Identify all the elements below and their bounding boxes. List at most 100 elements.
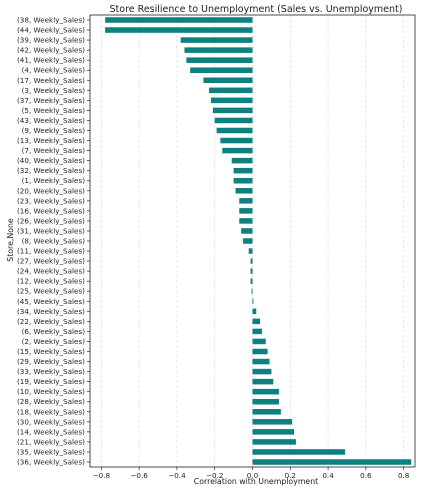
bar	[243, 238, 253, 244]
y-tick-label: (6, Weekly_Sales)	[22, 327, 86, 336]
y-tick-label: (41, Weekly_Sales)	[17, 56, 85, 65]
bar	[252, 358, 270, 365]
y-tick-label: (23, Weekly_Sales)	[17, 196, 85, 205]
bar	[252, 388, 279, 395]
bar	[180, 37, 253, 43]
y-tick-label: (7, Weekly_Sales)	[22, 146, 86, 155]
bar-series	[105, 17, 412, 465]
bar	[239, 208, 253, 214]
y-tick-label: (43, Weekly_Sales)	[17, 116, 85, 125]
y-tick-label: (37, Weekly_Sales)	[17, 96, 85, 105]
y-tick-label: (44, Weekly_Sales)	[17, 26, 85, 35]
x-tick-label: 0.6	[360, 471, 372, 480]
y-tick-label: (1, Weekly_Sales)	[22, 176, 86, 185]
x-axis-label: Correlation with Unemployment	[194, 477, 318, 486]
y-tick-label: (22, Weekly_Sales)	[17, 317, 85, 326]
y-tick-label: (42, Weekly_Sales)	[17, 46, 85, 55]
x-tick-labels: −0.8 −0.6 −0.4 −0.2 0.0 0.2 0.4 0.6 0.8	[93, 467, 410, 480]
y-tick-label: (15, Weekly_Sales)	[17, 347, 85, 356]
bar	[241, 228, 253, 234]
bar	[252, 348, 268, 355]
y-tick-label: (18, Weekly_Sales)	[17, 407, 85, 416]
bar	[210, 97, 253, 104]
bar	[252, 378, 274, 385]
y-tick-label: (36, Weekly_Sales)	[17, 458, 85, 467]
y-tick-label: (3, Weekly_Sales)	[22, 86, 86, 95]
bar	[216, 127, 253, 134]
x-tick-label: −0.4	[168, 471, 186, 480]
bar	[233, 167, 253, 174]
bar	[252, 308, 257, 315]
bar	[105, 27, 253, 33]
y-tick-label: (21, Weekly_Sales)	[17, 437, 85, 446]
bar	[184, 47, 253, 53]
y-tick-label: (32, Weekly_Sales)	[17, 166, 85, 175]
y-tick-label: (27, Weekly_Sales)	[17, 257, 85, 266]
bar	[250, 258, 253, 264]
bar	[214, 117, 253, 124]
x-tick-label: −0.2	[206, 471, 223, 480]
y-tick-labels: (38, Weekly_Sales)(44, Weekly_Sales)(39,…	[17, 16, 90, 467]
bar	[252, 398, 279, 405]
bar	[252, 298, 254, 305]
y-tick-label: (10, Weekly_Sales)	[17, 387, 85, 396]
bar	[252, 318, 261, 325]
y-tick-label: (29, Weekly_Sales)	[17, 357, 85, 366]
y-tick-label: (39, Weekly_Sales)	[17, 36, 85, 45]
y-tick-label: (35, Weekly_Sales)	[17, 447, 85, 456]
bar	[248, 248, 253, 254]
y-tick-label: (28, Weekly_Sales)	[17, 397, 85, 406]
y-tick-label: (31, Weekly_Sales)	[17, 226, 85, 235]
x-tick-label: −0.8	[93, 471, 111, 480]
x-tick-label: 0.8	[398, 471, 410, 480]
x-tick-label: 0.2	[285, 471, 296, 480]
y-tick-label: (16, Weekly_Sales)	[17, 206, 85, 215]
y-tick-label: (26, Weekly_Sales)	[17, 216, 85, 225]
x-tick-label: 0.0	[247, 471, 259, 480]
bar	[250, 268, 253, 274]
bar	[212, 107, 253, 114]
y-tick-label: (9, Weekly_Sales)	[22, 126, 86, 135]
x-tick-label: −0.6	[130, 471, 148, 480]
y-tick-label: (19, Weekly_Sales)	[17, 377, 85, 386]
bar	[252, 449, 346, 455]
bar	[252, 368, 272, 375]
bar	[252, 409, 281, 415]
y-tick-label: (5, Weekly_Sales)	[22, 106, 86, 115]
y-tick-label: (17, Weekly_Sales)	[17, 76, 85, 85]
bar	[252, 328, 262, 335]
y-tick-label: (8, Weekly_Sales)	[22, 237, 86, 246]
x-tick-label: 0.4	[322, 471, 334, 480]
bar	[252, 338, 266, 345]
bar	[251, 288, 253, 294]
bar	[239, 198, 253, 204]
bar	[252, 419, 293, 425]
y-tick-label: (24, Weekly_Sales)	[17, 267, 85, 276]
bar	[250, 278, 253, 284]
y-tick-label: (12, Weekly_Sales)	[17, 277, 85, 286]
bar	[231, 157, 253, 164]
y-tick-label: (20, Weekly_Sales)	[17, 186, 85, 195]
y-tick-label: (11, Weekly_Sales)	[17, 247, 85, 256]
bar	[252, 459, 412, 465]
bar	[203, 77, 253, 84]
y-tick-label: (34, Weekly_Sales)	[17, 307, 85, 316]
y-tick-label: (40, Weekly_Sales)	[17, 156, 85, 165]
y-tick-label: (4, Weekly_Sales)	[22, 66, 86, 75]
bar	[252, 429, 295, 435]
bar	[190, 67, 253, 73]
bar	[209, 87, 253, 94]
y-tick-label: (13, Weekly_Sales)	[17, 136, 85, 145]
y-tick-label: (38, Weekly_Sales)	[17, 16, 85, 25]
bar	[186, 57, 253, 63]
y-tick-label: (33, Weekly_Sales)	[17, 367, 85, 376]
bar	[222, 147, 253, 154]
bar	[252, 439, 296, 445]
chart-title: Store Resilience to Unemployment (Sales …	[110, 4, 403, 15]
y-tick-label: (14, Weekly_Sales)	[17, 427, 85, 436]
bar	[239, 218, 253, 224]
bar	[233, 177, 253, 184]
y-tick-label: (2, Weekly_Sales)	[22, 337, 86, 346]
bar	[220, 137, 253, 144]
